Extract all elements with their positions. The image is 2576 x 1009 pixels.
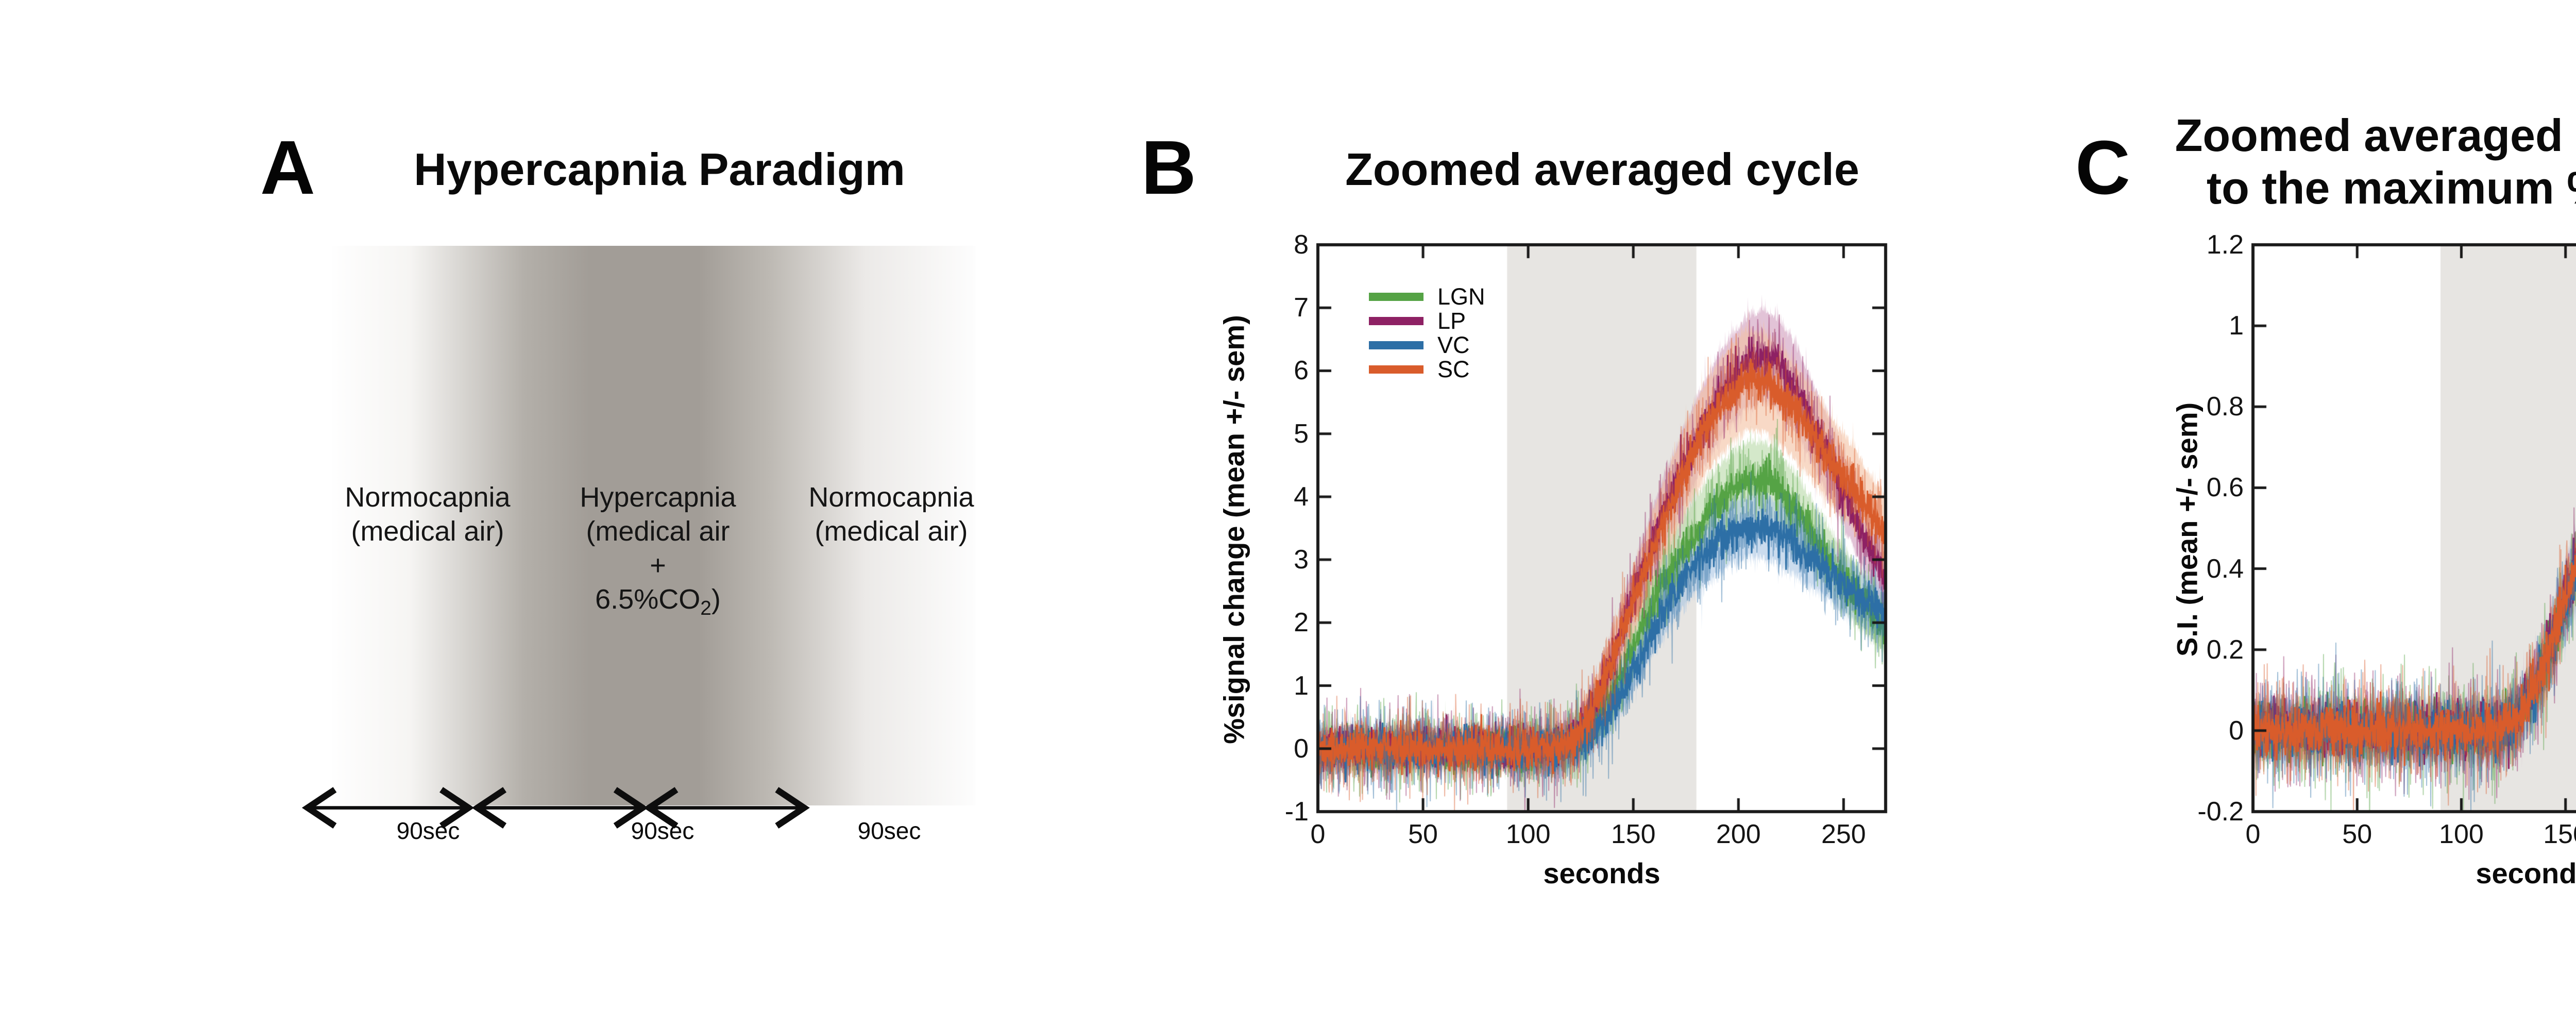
arrowhead-right-icon xyxy=(439,787,474,829)
y-tick-label: 0 xyxy=(2229,715,2244,746)
y-tick-label: 1.2 xyxy=(2206,230,2244,260)
y-tick-label: 4 xyxy=(1294,481,1309,512)
x-tick-label: 50 xyxy=(2342,819,2372,849)
y-tick-label: 2 xyxy=(1294,608,1309,638)
y-tick-label: -1 xyxy=(1284,797,1309,827)
legend-label-sc: SC xyxy=(1437,356,1470,382)
duration-label-3: 90sec xyxy=(857,817,921,844)
arrowhead-right-icon xyxy=(775,787,810,829)
phase-line: Normocapnia xyxy=(808,482,974,513)
panel-c-plot xyxy=(2243,234,2576,822)
phase-line: (medical air) xyxy=(815,516,968,547)
y-tick-label: 7 xyxy=(1294,293,1309,323)
y-tick-label: 0.2 xyxy=(2206,634,2244,665)
phase-line: Normocapnia xyxy=(345,482,511,513)
panel-a-letter: A xyxy=(260,125,315,210)
x-tick-label: 200 xyxy=(1716,819,1761,849)
x-tick-label: 150 xyxy=(1611,819,1656,849)
x-tick-label: 50 xyxy=(1408,819,1438,849)
arrowhead-left-icon xyxy=(301,787,337,829)
legend-swatch-lgn xyxy=(1369,293,1423,301)
legend-swatch-lp xyxy=(1369,317,1423,325)
y-tick-label: 6 xyxy=(1294,356,1309,386)
phase-line-co2: 6.5%CO2) xyxy=(595,584,721,619)
panel-a-title: Hypercapnia Paradigm xyxy=(414,144,905,195)
phase-line: (medical air xyxy=(586,516,730,547)
phase-line: (medical air) xyxy=(351,516,504,547)
x-tick-label: 0 xyxy=(1310,819,1326,849)
y-tick-label: 8 xyxy=(1294,230,1309,260)
x-tick-label: 250 xyxy=(1821,819,1866,849)
phase-line: + xyxy=(650,550,666,581)
arrowhead-right-icon xyxy=(613,787,649,829)
y-tick-label: 0.8 xyxy=(2206,392,2244,422)
duration-arrows xyxy=(301,787,810,829)
duration-label-1: 90sec xyxy=(396,817,460,844)
legend-swatch-vc xyxy=(1369,341,1423,349)
legend-label-lp: LP xyxy=(1437,308,1466,334)
panel-c-title-line1: Zoomed averaged cycle normalized xyxy=(2175,110,2576,161)
x-tick-label: 150 xyxy=(2543,819,2576,849)
panel-b-x-axis-label: seconds xyxy=(1543,857,1660,889)
panel-b-letter: B xyxy=(1141,125,1196,210)
x-tick-label: 0 xyxy=(2245,819,2261,849)
y-tick-label: 3 xyxy=(1294,545,1309,575)
panel-b-title: Zoomed averaged cycle xyxy=(1345,144,1859,195)
panel-c-x-axis-label: seconds xyxy=(2476,857,2576,889)
phase-hypercapnia: Hypercapnia (medical air + 6.5%CO2) xyxy=(550,480,766,626)
phase-normocapnia-2: Normocapnia (medical air) xyxy=(783,480,999,548)
x-tick-label: 100 xyxy=(1505,819,1551,849)
y-tick-label: 1 xyxy=(2229,311,2244,341)
y-tick-label: 5 xyxy=(1294,418,1309,449)
phase-line: Hypercapnia xyxy=(580,482,736,513)
y-tick-label: 0.4 xyxy=(2206,553,2244,584)
gas-paradigm-gradient-box xyxy=(332,246,975,805)
legend-label-lgn: LGN xyxy=(1437,283,1485,310)
y-tick-label: 0.6 xyxy=(2206,473,2244,503)
x-tick-label: 100 xyxy=(2439,819,2484,849)
phase-normocapnia-1: Normocapnia (medical air) xyxy=(319,480,536,548)
y-tick-label: 0 xyxy=(1294,733,1309,764)
panel-c-title-line2: to the maximum %signal change xyxy=(2206,162,2576,213)
y-tick-label: 1 xyxy=(1294,670,1309,701)
legend-swatch-sc xyxy=(1369,365,1423,374)
arrowhead-left-icon xyxy=(643,787,679,829)
legend-label-vc: VC xyxy=(1437,332,1470,358)
panel-b-plot xyxy=(1308,234,1896,822)
panel-c-title: Zoomed averaged cycle normalized to the … xyxy=(2172,109,2576,214)
y-tick-label: -0.2 xyxy=(2197,797,2244,827)
duration-label-2: 90sec xyxy=(631,817,694,844)
arrowhead-left-icon xyxy=(471,787,507,829)
panel-c-letter: C xyxy=(2075,125,2130,210)
